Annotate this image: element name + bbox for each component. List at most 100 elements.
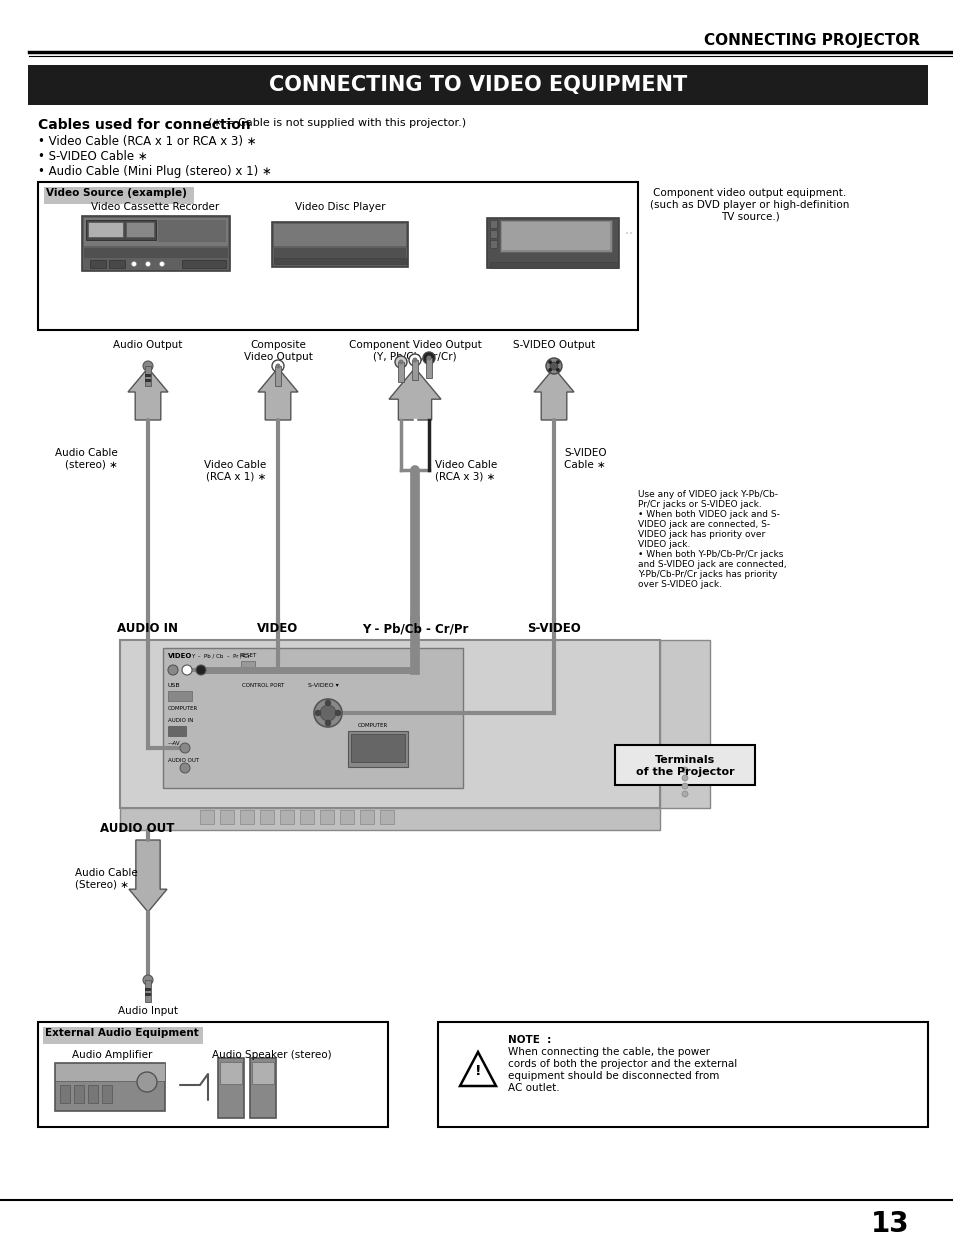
Bar <box>490 230 497 238</box>
Circle shape <box>272 359 284 372</box>
Bar <box>241 661 254 669</box>
Text: AUDIO IN: AUDIO IN <box>168 718 193 722</box>
Text: Video Disc Player: Video Disc Player <box>294 203 385 212</box>
Circle shape <box>422 352 435 364</box>
Text: S-VIDEO
Cable ∗: S-VIDEO Cable ∗ <box>563 448 606 469</box>
Bar <box>168 726 186 736</box>
Bar <box>145 981 151 1002</box>
Bar <box>158 220 226 242</box>
Bar <box>437 1023 927 1128</box>
Bar <box>145 374 151 377</box>
Circle shape <box>412 357 417 363</box>
Text: !: ! <box>475 1065 480 1078</box>
Text: Y-Pb/Cb-Pr/Cr jacks has priority: Y-Pb/Cb-Pr/Cr jacks has priority <box>638 571 777 579</box>
Text: over S-VIDEO jack.: over S-VIDEO jack. <box>638 580 721 589</box>
Bar <box>397 362 403 382</box>
Bar <box>145 993 151 995</box>
Circle shape <box>681 776 687 781</box>
Bar <box>84 248 228 258</box>
Polygon shape <box>129 840 167 911</box>
Text: 13: 13 <box>870 1210 909 1235</box>
Text: Component video output equipment.
(such as DVD player or high-definition
TV sour: Component video output equipment. (such … <box>650 188 849 221</box>
Bar <box>163 648 462 788</box>
Text: When connecting the cable, the power: When connecting the cable, the power <box>507 1047 709 1057</box>
Bar <box>102 1086 112 1103</box>
Text: COMPUTER: COMPUTER <box>357 722 388 727</box>
Bar <box>486 219 618 268</box>
Text: S-VIDEO ▾: S-VIDEO ▾ <box>308 683 338 688</box>
Text: VIDEO: VIDEO <box>257 622 298 635</box>
Circle shape <box>681 790 687 797</box>
Bar <box>319 810 334 824</box>
Text: Video Cable
(RCA x 3) ∗: Video Cable (RCA x 3) ∗ <box>435 459 497 482</box>
Bar <box>615 745 754 785</box>
Text: External Audio Equipment: External Audio Equipment <box>45 1028 198 1037</box>
Bar <box>55 1063 165 1112</box>
Polygon shape <box>389 368 440 420</box>
Bar <box>43 1028 203 1044</box>
Text: COMPUTER: COMPUTER <box>168 706 198 711</box>
Bar <box>60 1086 70 1103</box>
Bar <box>659 640 709 808</box>
Circle shape <box>146 262 151 267</box>
Text: RESET: RESET <box>239 653 256 658</box>
Circle shape <box>335 710 340 715</box>
Bar <box>145 379 151 382</box>
Text: and S-VIDEO jack are connected,: and S-VIDEO jack are connected, <box>638 559 786 569</box>
Circle shape <box>395 356 407 368</box>
Bar <box>145 366 151 387</box>
Text: Video Cable
(RCA x 1) ∗: Video Cable (RCA x 1) ∗ <box>204 459 266 482</box>
Bar <box>88 222 123 237</box>
Text: Audio Speaker (stereo): Audio Speaker (stereo) <box>212 1050 332 1060</box>
Bar <box>490 220 497 228</box>
Bar <box>200 810 213 824</box>
Bar <box>272 222 408 267</box>
Text: USB: USB <box>168 683 180 688</box>
Bar <box>38 182 638 330</box>
Bar <box>120 808 659 830</box>
Bar <box>426 358 432 378</box>
Circle shape <box>143 974 152 986</box>
Text: AUDIO OUT: AUDIO OUT <box>168 758 199 763</box>
Bar <box>90 261 106 268</box>
Bar <box>274 258 406 264</box>
Circle shape <box>548 361 551 363</box>
Bar <box>74 1086 84 1103</box>
Text: Y  –  Pb / Cb  –  Pr / Cr: Y – Pb / Cb – Pr / Cr <box>191 653 250 658</box>
Text: equipment should be disconnected from: equipment should be disconnected from <box>507 1071 719 1081</box>
Circle shape <box>137 1072 157 1092</box>
Bar <box>250 1058 275 1118</box>
Bar <box>220 1062 242 1084</box>
Text: S-VIDEO Output: S-VIDEO Output <box>513 340 595 350</box>
Circle shape <box>315 710 320 715</box>
Bar <box>168 692 192 701</box>
Circle shape <box>180 763 190 773</box>
Text: Audio Input: Audio Input <box>118 1007 178 1016</box>
Circle shape <box>319 705 335 721</box>
Text: S-VIDEO: S-VIDEO <box>527 622 580 635</box>
Text: cords of both the projector and the external: cords of both the projector and the exte… <box>507 1058 737 1070</box>
Bar <box>82 216 230 270</box>
Text: • Video Cable (RCA x 1 or RCA x 3) ∗: • Video Cable (RCA x 1 or RCA x 3) ∗ <box>38 135 256 148</box>
Text: AC outlet.: AC outlet. <box>507 1083 559 1093</box>
Bar <box>55 1063 165 1081</box>
Text: Audio Cable
(Stereo) ∗: Audio Cable (Stereo) ∗ <box>75 868 137 889</box>
Circle shape <box>325 700 330 705</box>
Bar <box>84 219 228 246</box>
Text: Video Cassette Recorder: Video Cassette Recorder <box>91 203 219 212</box>
Bar <box>38 1023 388 1128</box>
Text: VIDEO jack.: VIDEO jack. <box>638 540 690 550</box>
Text: Cables used for connection: Cables used for connection <box>38 119 251 132</box>
Circle shape <box>409 354 420 366</box>
Text: AUDIO OUT: AUDIO OUT <box>100 823 174 835</box>
Circle shape <box>557 369 558 370</box>
Circle shape <box>398 359 403 364</box>
Circle shape <box>168 664 178 676</box>
Text: Component Video Output
(Y, Pb/Cb, Pr/Cr): Component Video Output (Y, Pb/Cb, Pr/Cr) <box>348 340 481 362</box>
Text: Video Source (example): Video Source (example) <box>46 188 187 198</box>
Bar <box>145 988 151 990</box>
Text: VIDEO jack are connected, S-: VIDEO jack are connected, S- <box>638 520 769 529</box>
Circle shape <box>314 699 341 727</box>
Bar <box>218 1058 244 1118</box>
Bar <box>240 810 253 824</box>
